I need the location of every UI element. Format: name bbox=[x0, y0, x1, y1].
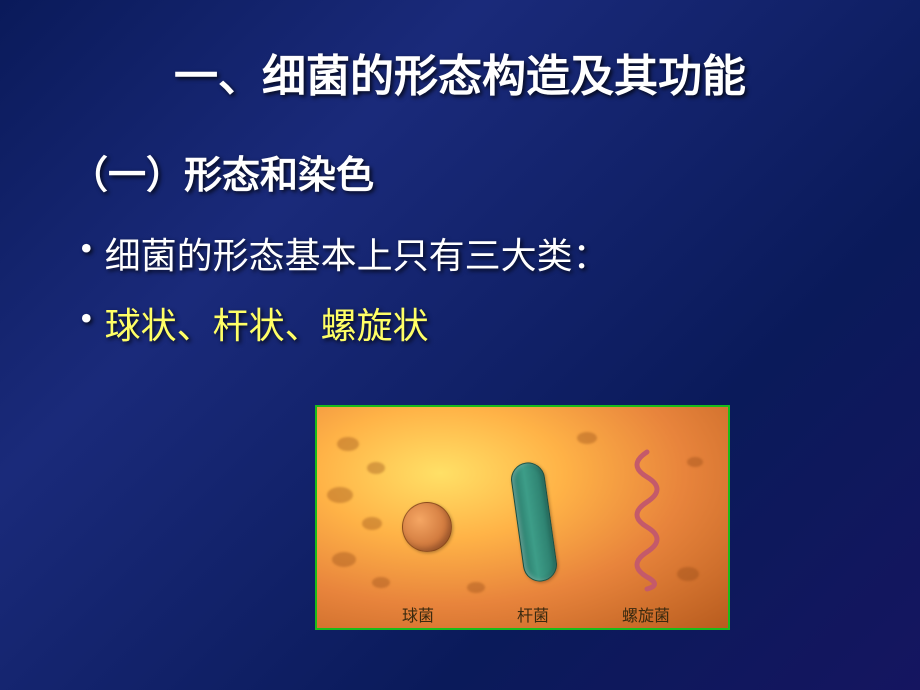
bullet-text: 球状、杆状、螺旋状 bbox=[105, 297, 429, 349]
bg-blob bbox=[332, 552, 356, 567]
coccus-icon bbox=[402, 502, 452, 552]
bg-blob bbox=[577, 432, 597, 444]
bg-blob bbox=[362, 517, 382, 530]
bullet-marker: • bbox=[80, 297, 93, 339]
figure-label-coccus: 球菌 bbox=[402, 602, 434, 626]
bacillus-icon bbox=[509, 460, 559, 584]
bacteria-figure: 球菌 杆菌 螺旋菌 bbox=[315, 405, 730, 630]
bg-blob bbox=[467, 582, 485, 593]
slide-title: 一、细菌的形态构造及其功能 bbox=[60, 40, 860, 104]
figure-label-bacillus: 杆菌 bbox=[517, 602, 549, 626]
figure-background: 球菌 杆菌 螺旋菌 bbox=[317, 407, 728, 628]
bg-blob bbox=[327, 487, 353, 503]
bullet-item: • 球状、杆状、螺旋状 bbox=[60, 297, 860, 349]
bg-blob bbox=[687, 457, 703, 467]
spirillum-icon bbox=[612, 447, 682, 592]
slide: 一、细菌的形态构造及其功能 （一）形态和染色 • 细菌的形态基本上只有三大类： … bbox=[0, 0, 920, 690]
slide-subtitle: （一）形态和染色 bbox=[70, 144, 860, 199]
bullet-marker: • bbox=[80, 227, 93, 269]
bg-blob bbox=[337, 437, 359, 451]
bullet-text: 细菌的形态基本上只有三大类： bbox=[105, 227, 609, 279]
bullet-item: • 细菌的形态基本上只有三大类： bbox=[60, 227, 860, 279]
bg-blob bbox=[367, 462, 385, 474]
bg-blob bbox=[372, 577, 390, 588]
figure-label-spirillum: 螺旋菌 bbox=[622, 602, 670, 626]
